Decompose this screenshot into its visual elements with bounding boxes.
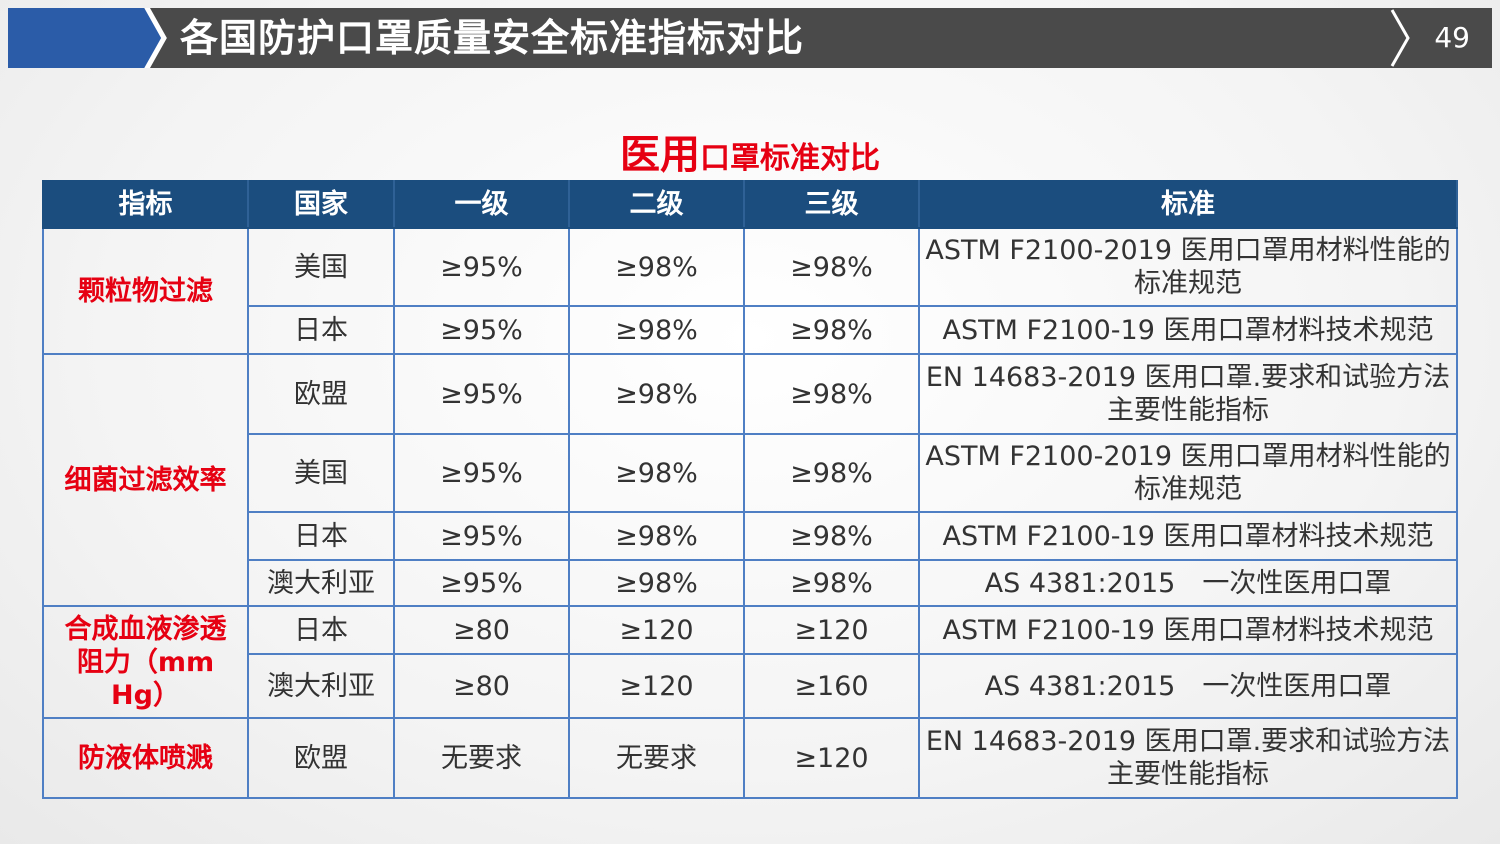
level3-cell: ≥98% [743, 305, 920, 355]
indicator-cell: 合成血液渗透阻力（mm Hg） [42, 605, 249, 719]
table-row: 美国 ≥95% ≥98% ≥98% ASTM F2100-2019 医用口罩用材… [43, 433, 1458, 513]
indicator-cell: 颗粒物过滤 [42, 227, 249, 355]
header-level3: 三级 [743, 180, 920, 229]
country-cell: 美国 [247, 433, 395, 513]
country-cell: 澳大利亚 [247, 653, 395, 719]
indicator-cell: 防液体喷溅 [42, 717, 249, 799]
level3-cell: ≥98% [743, 511, 920, 561]
standard-cell: AS 4381:2015 一次性医用口罩 [918, 653, 1458, 719]
standard-cell: ASTM F2100-2019 医用口罩用材料性能的标准规范 [918, 433, 1458, 513]
level1-cell: ≥80 [393, 605, 570, 655]
table-row: 细菌过滤效率 欧盟 ≥95% ≥98% ≥98% EN 14683-2019 医… [42, 353, 1458, 607]
table-row: 合成血液渗透阻力（mm Hg） 日本 ≥80 ≥120 ≥120 ASTM F2… [42, 605, 1458, 719]
level1-cell: ≥95% [393, 511, 570, 561]
level2-cell: ≥98% [568, 353, 745, 435]
header-bar: 各国防护口罩质量安全标准指标对比 49 [8, 8, 1492, 68]
country-cell: 日本 [247, 305, 395, 355]
country-cell: 日本 [247, 605, 395, 655]
level2-cell: ≥98% [568, 305, 745, 355]
mask-standard-table: 指标 国家 一级 二级 三级 标准 颗粒物过滤 美国 ≥95% ≥98% ≥98… [42, 180, 1458, 799]
header-background [8, 8, 1492, 68]
level1-cell: ≥80 [393, 653, 570, 719]
standard-cell: EN 14683-2019 医用口罩.要求和试验方法 主要性能指标 [918, 717, 1458, 799]
level3-cell: ≥120 [743, 717, 920, 799]
country-cell: 欧盟 [247, 717, 395, 799]
level3-cell: ≥160 [743, 653, 920, 719]
standard-cell: AS 4381:2015 一次性医用口罩 [918, 559, 1458, 607]
header-level1: 一级 [393, 180, 570, 229]
header-level2: 二级 [568, 180, 745, 229]
standard-cell: ASTM F2100-19 医用口罩材料技术规范 [918, 511, 1458, 561]
level1-cell: 无要求 [393, 717, 570, 799]
level2-cell: ≥120 [568, 605, 745, 655]
table-header-row: 指标 国家 一级 二级 三级 标准 [42, 180, 1458, 229]
country-cell: 美国 [247, 227, 395, 307]
level2-cell: ≥120 [568, 653, 745, 719]
level1-cell: ≥95% [393, 433, 570, 513]
table-row: 澳大利亚 ≥95% ≥98% ≥98% AS 4381:2015 一次性医用口罩 [43, 559, 1458, 607]
standard-cell: ASTM F2100-19 医用口罩材料技术规范 [918, 605, 1458, 655]
page-number: 49 [1434, 21, 1470, 54]
page-title: 各国防护口罩质量安全标准指标对比 [180, 16, 805, 60]
level3-cell: ≥98% [743, 353, 920, 435]
level3-cell: ≥98% [743, 433, 920, 513]
level2-cell: ≥98% [568, 227, 745, 307]
level1-cell: ≥95% [393, 227, 570, 307]
table-row: 日本 ≥95% ≥98% ≥98% ASTM F2100-19 医用口罩材料技术… [43, 305, 1458, 355]
table-subtitle: 医用口罩标准对比 [0, 122, 1500, 180]
level3-cell: ≥98% [743, 559, 920, 607]
subtitle-rest: 口罩标准对比 [700, 141, 880, 176]
indicator-cell: 细菌过滤效率 [42, 353, 249, 607]
subtitle-emphasis: 医用 [620, 132, 700, 178]
level3-cell: ≥98% [743, 227, 920, 307]
country-cell: 澳大利亚 [247, 559, 395, 607]
header-indicator: 指标 [42, 180, 249, 229]
country-cell: 欧盟 [247, 353, 395, 435]
level2-cell: 无要求 [568, 717, 745, 799]
header-country: 国家 [247, 180, 395, 229]
table-row: 日本 ≥95% ≥98% ≥98% ASTM F2100-19 医用口罩材料技术… [43, 511, 1458, 561]
level2-cell: ≥98% [568, 511, 745, 561]
level2-cell: ≥98% [568, 559, 745, 607]
table-row: 防液体喷溅 欧盟 无要求 无要求 ≥120 EN 14683-2019 医用口罩… [42, 717, 1458, 799]
standard-cell: ASTM F2100-19 医用口罩材料技术规范 [918, 305, 1458, 355]
standard-cell: ASTM F2100-2019 医用口罩用材料性能的标准规范 [918, 227, 1458, 307]
level1-cell: ≥95% [393, 353, 570, 435]
level3-cell: ≥120 [743, 605, 920, 655]
header-standard: 标准 [918, 180, 1458, 229]
country-cell: 日本 [247, 511, 395, 561]
level2-cell: ≥98% [568, 433, 745, 513]
level1-cell: ≥95% [393, 559, 570, 607]
standard-cell: EN 14683-2019 医用口罩.要求和试验方法 主要性能指标 [918, 353, 1458, 435]
table-row: 澳大利亚 ≥80 ≥120 ≥160 AS 4381:2015 一次性医用口罩 [43, 653, 1458, 719]
table-row: 颗粒物过滤 美国 ≥95% ≥98% ≥98% ASTM F2100-2019 … [42, 227, 1458, 355]
level1-cell: ≥95% [393, 305, 570, 355]
